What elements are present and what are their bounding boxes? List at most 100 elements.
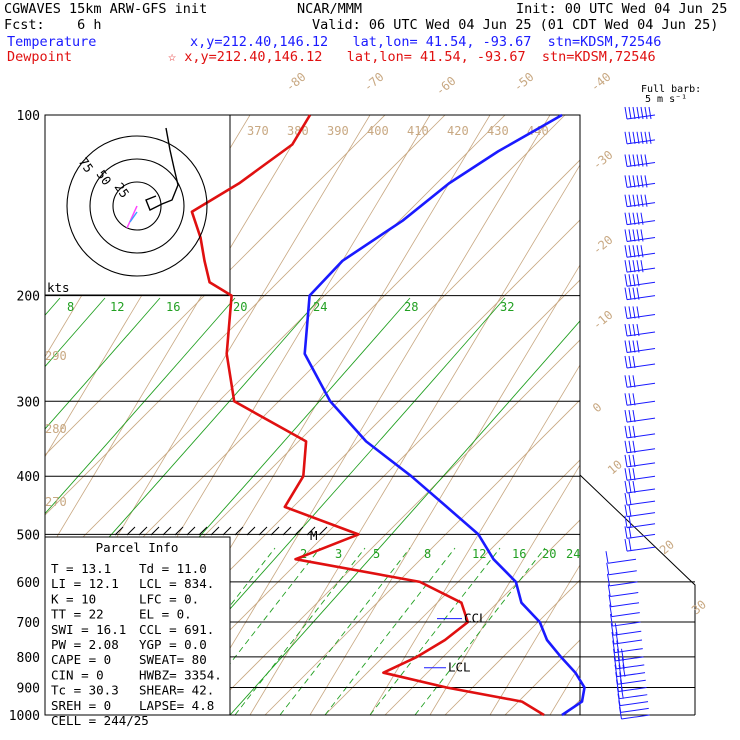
wind-barb-shaft [626,348,656,353]
wind-barb-flag [613,656,617,669]
wind-barb-flag [624,410,628,423]
wind-barb-flag [607,573,610,586]
wind-barb-flag [628,375,632,388]
frame-extension [579,474,696,715]
wind-barb-shaft [608,570,637,576]
wind-barb-flag [628,492,632,506]
freezing-level-hatch [174,526,184,536]
theta-label: 290 [45,349,67,363]
wind-barb-flag [624,245,628,258]
wind-barb-flag [628,440,632,453]
wind-barb-flag [624,287,628,300]
kts-label: kts [47,280,70,295]
wind-barb-flag [624,425,628,438]
legend-dewpoint-label: Dewpoint [7,49,73,65]
wind-barb-shaft [626,202,656,208]
wind-barb-flag [624,355,628,369]
theta-label: 430 [487,124,509,138]
wind-barb-flag [644,106,648,120]
isotherm-label: -30 [590,148,616,173]
wind-barb-flag [624,480,628,494]
wind-barb [624,194,656,208]
wind-barb-flag [628,480,632,494]
wind-barb-flag [610,623,614,636]
wind-barb-flag [616,640,620,653]
wind-barb [608,594,640,608]
wind-barb-flag [636,154,640,167]
mixing-ratio-label: 3 [335,547,342,561]
freezing-level-hatch [138,526,148,536]
wind-barb-flag [640,245,644,258]
hodograph-ring [112,181,162,231]
wind-barb [624,504,656,518]
wind-barb-flag [628,454,632,467]
pressure-tick-label: 600 [17,576,40,591]
parcel-info-right: CCL = 691. [139,622,214,637]
dry-adiabat-line [45,115,446,516]
freezing-level-hatch [198,526,208,536]
wind-barb-flag [624,106,628,120]
wind-barb-flag [628,229,632,242]
dry-adiabat-line [45,115,506,576]
wind-barb-shaft [626,382,656,388]
wind-barb-flag [632,440,636,453]
dry-adiabat-line [384,519,580,715]
wind-barb-shaft [626,433,656,439]
wind-barb-shaft [609,581,638,587]
freezing-level-hatch [294,526,304,536]
wind-barb-flag [624,340,628,353]
parcel-info-left: CELL = 244/25 [51,713,149,728]
hodograph-ring-label: 50 [94,167,115,188]
wind-barb [610,623,642,636]
isotherm-label: -50 [511,70,537,95]
legend-temperature-label: Temperature [7,34,97,50]
wind-barb-flag [636,106,640,120]
wind-barb-flag [632,175,636,188]
wind-barb-flag [628,287,632,300]
wind-barb [624,154,656,168]
wind-barb-shaft [626,417,656,423]
freezing-level-hatch [114,526,124,536]
wind-barb-flag [636,245,640,258]
isotherm-label: -40 [588,70,614,95]
parcel-info-left: PW = 2.08 [51,637,119,652]
wind-barb-flag [624,504,628,517]
wind-barb-flag [632,274,636,287]
wind-barb-flag [644,131,648,144]
freezing-level-hatch [150,526,160,536]
wind-barb [624,454,656,468]
pressure-tick-label: 1000 [9,709,40,724]
freezing-level-marker: M [310,528,318,543]
wind-barb-flag [636,323,640,337]
freezing-level-hatch [318,526,328,536]
wind-barb-shaft [615,656,644,662]
freezing-level-hatch [246,526,256,536]
isotherm-label: -20 [590,233,616,258]
wind-barb-flag [609,604,613,617]
wind-barb-flag [624,454,628,467]
wind-barb-flag [628,194,632,207]
parcel-info-left: SREH = 0 [51,698,111,713]
legend-dewpoint-info: ☆ x,y=212.40,146.12 lat,lon= 41.54, -93.… [168,49,656,65]
wind-barb-flag [640,106,644,120]
isotherm-line [429,464,580,715]
wind-barb-flag [624,194,628,207]
wind-barb-flag [636,212,640,225]
wind-barb-flag [606,562,610,575]
freezing-level-hatch [270,526,280,536]
wind-barb-flag [628,515,632,528]
wind-barb-shaft [626,267,656,273]
wind-barb [624,229,656,242]
wind-barb-flag [628,340,632,353]
wind-barb-flag [607,584,611,597]
wind-barb [615,672,646,685]
wind-barb-flag [624,468,628,481]
pressure-tick-label: 100 [17,109,40,124]
wind-barb-shaft [626,512,656,518]
dry-adiabat-line [144,279,580,715]
parcel-info-right: SHEAR= 42. [139,683,214,698]
dry-adiabat-line [564,699,580,715]
wind-barb-shaft [626,331,656,337]
mixing-ratio-label: 12 [110,300,124,314]
wind-barb-flag [636,175,640,188]
